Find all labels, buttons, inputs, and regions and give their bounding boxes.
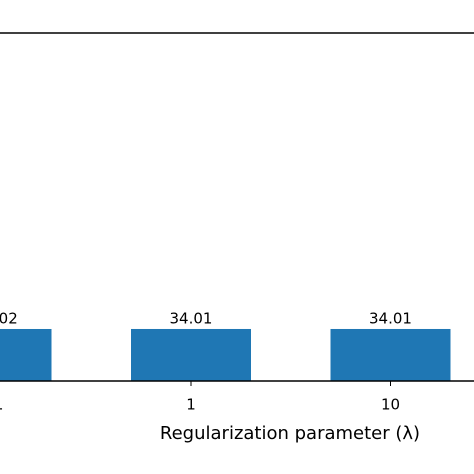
bar xyxy=(330,328,451,381)
value-label: 34.01 xyxy=(369,309,412,327)
x-tick-label: 1 xyxy=(186,396,196,414)
x-axis-label: Regularization parameter (λ) xyxy=(160,423,420,444)
x-tick-label: 10 xyxy=(381,396,400,414)
bar xyxy=(0,328,52,381)
bar xyxy=(131,328,251,381)
value-label: 34.01 xyxy=(170,309,213,327)
x-tick-label: 0.1 xyxy=(0,396,3,414)
value-label: 34.002 xyxy=(0,309,18,327)
